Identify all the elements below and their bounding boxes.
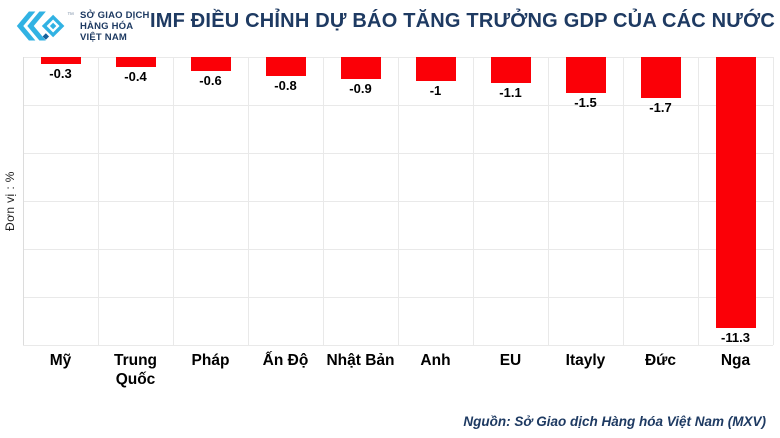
bar-Trung Quốc (115, 57, 156, 67)
bar-chart-plot-area: -0.3 -0.4 -0.6 -0.8 -0.9 -1 -1.1 -1.5 -1.7 -11.3 (23, 57, 774, 346)
value-label: -0.4 (124, 69, 147, 84)
bar-EU (490, 57, 531, 83)
bar-Anh (415, 57, 456, 81)
gridline-vertical (398, 57, 399, 345)
bar-Nhật Bản (340, 57, 381, 79)
gridline-vertical (173, 57, 174, 345)
category-label: Nga (720, 352, 751, 369)
category-label: Nhật Bản (326, 352, 395, 369)
gridline-horizontal (23, 345, 773, 346)
bar-Ấn Độ (265, 57, 306, 76)
category-label: Mỹ (49, 352, 72, 369)
gridline-vertical (248, 57, 249, 345)
bar-Mỹ (40, 57, 81, 64)
gridline-vertical (623, 57, 624, 345)
gridline-vertical (698, 57, 699, 345)
category-label: EU (499, 352, 522, 369)
bar-Itayly (565, 57, 606, 93)
mxv-logo: ™ SỞ GIAO DỊCH HÀNG HÓA VIỆT NAM (16, 6, 150, 46)
gridline-vertical (323, 57, 324, 345)
gridline-vertical (98, 57, 99, 345)
gridline-vertical (548, 57, 549, 345)
y-axis-title: Đơn vị : % (3, 171, 17, 231)
chart-title: IMF ĐIỀU CHỈNH DỰ BÁO TĂNG TRƯỞNG GDP CỦ… (150, 10, 775, 32)
logo-text-line2: HÀNG HÓA (80, 20, 134, 32)
source-note: Nguồn: Sở Giao dịch Hàng hóa Việt Nam (M… (463, 414, 766, 429)
value-label: -1.5 (574, 95, 597, 110)
mxv-logo-text: SỞ GIAO DỊCH HÀNG HÓA VIỆT NAM (80, 10, 150, 43)
value-label: -0.8 (274, 78, 297, 93)
category-label: Trung Quốc (113, 352, 158, 388)
mxv-logo-icon (16, 11, 65, 41)
gridline-vertical (773, 57, 774, 345)
bar-Nga (715, 57, 756, 328)
x-axis-labels: Mỹ Trung Quốc Pháp Ấn Độ Nhật Bản Anh EU Itayly… (23, 351, 773, 395)
gridline-vertical (473, 57, 474, 345)
category-label: Đức (644, 352, 677, 369)
value-label: -1.7 (649, 100, 672, 115)
logo-text-line1: SỞ GIAO DỊCH (80, 9, 150, 21)
y-axis-line (23, 57, 24, 345)
bar-Đức (640, 57, 681, 98)
value-label: -1 (429, 83, 442, 98)
category-label: Ấn Độ (262, 352, 309, 369)
category-label: Itayly (565, 352, 606, 369)
value-label: -0.3 (49, 66, 72, 81)
value-label: -11.3 (721, 330, 750, 345)
header: ™ SỞ GIAO DỊCH HÀNG HÓA VIỆT NAM IMF ĐIỀ… (0, 0, 780, 52)
value-label: -1.1 (499, 85, 522, 100)
category-label: Anh (420, 352, 451, 369)
trademark-symbol: ™ (67, 11, 74, 19)
value-label: -0.9 (349, 81, 372, 96)
logo-text-line3: VIỆT NAM (80, 31, 127, 43)
bar-Pháp (190, 57, 231, 71)
value-label: -0.6 (199, 73, 222, 88)
category-label: Pháp (191, 352, 230, 369)
